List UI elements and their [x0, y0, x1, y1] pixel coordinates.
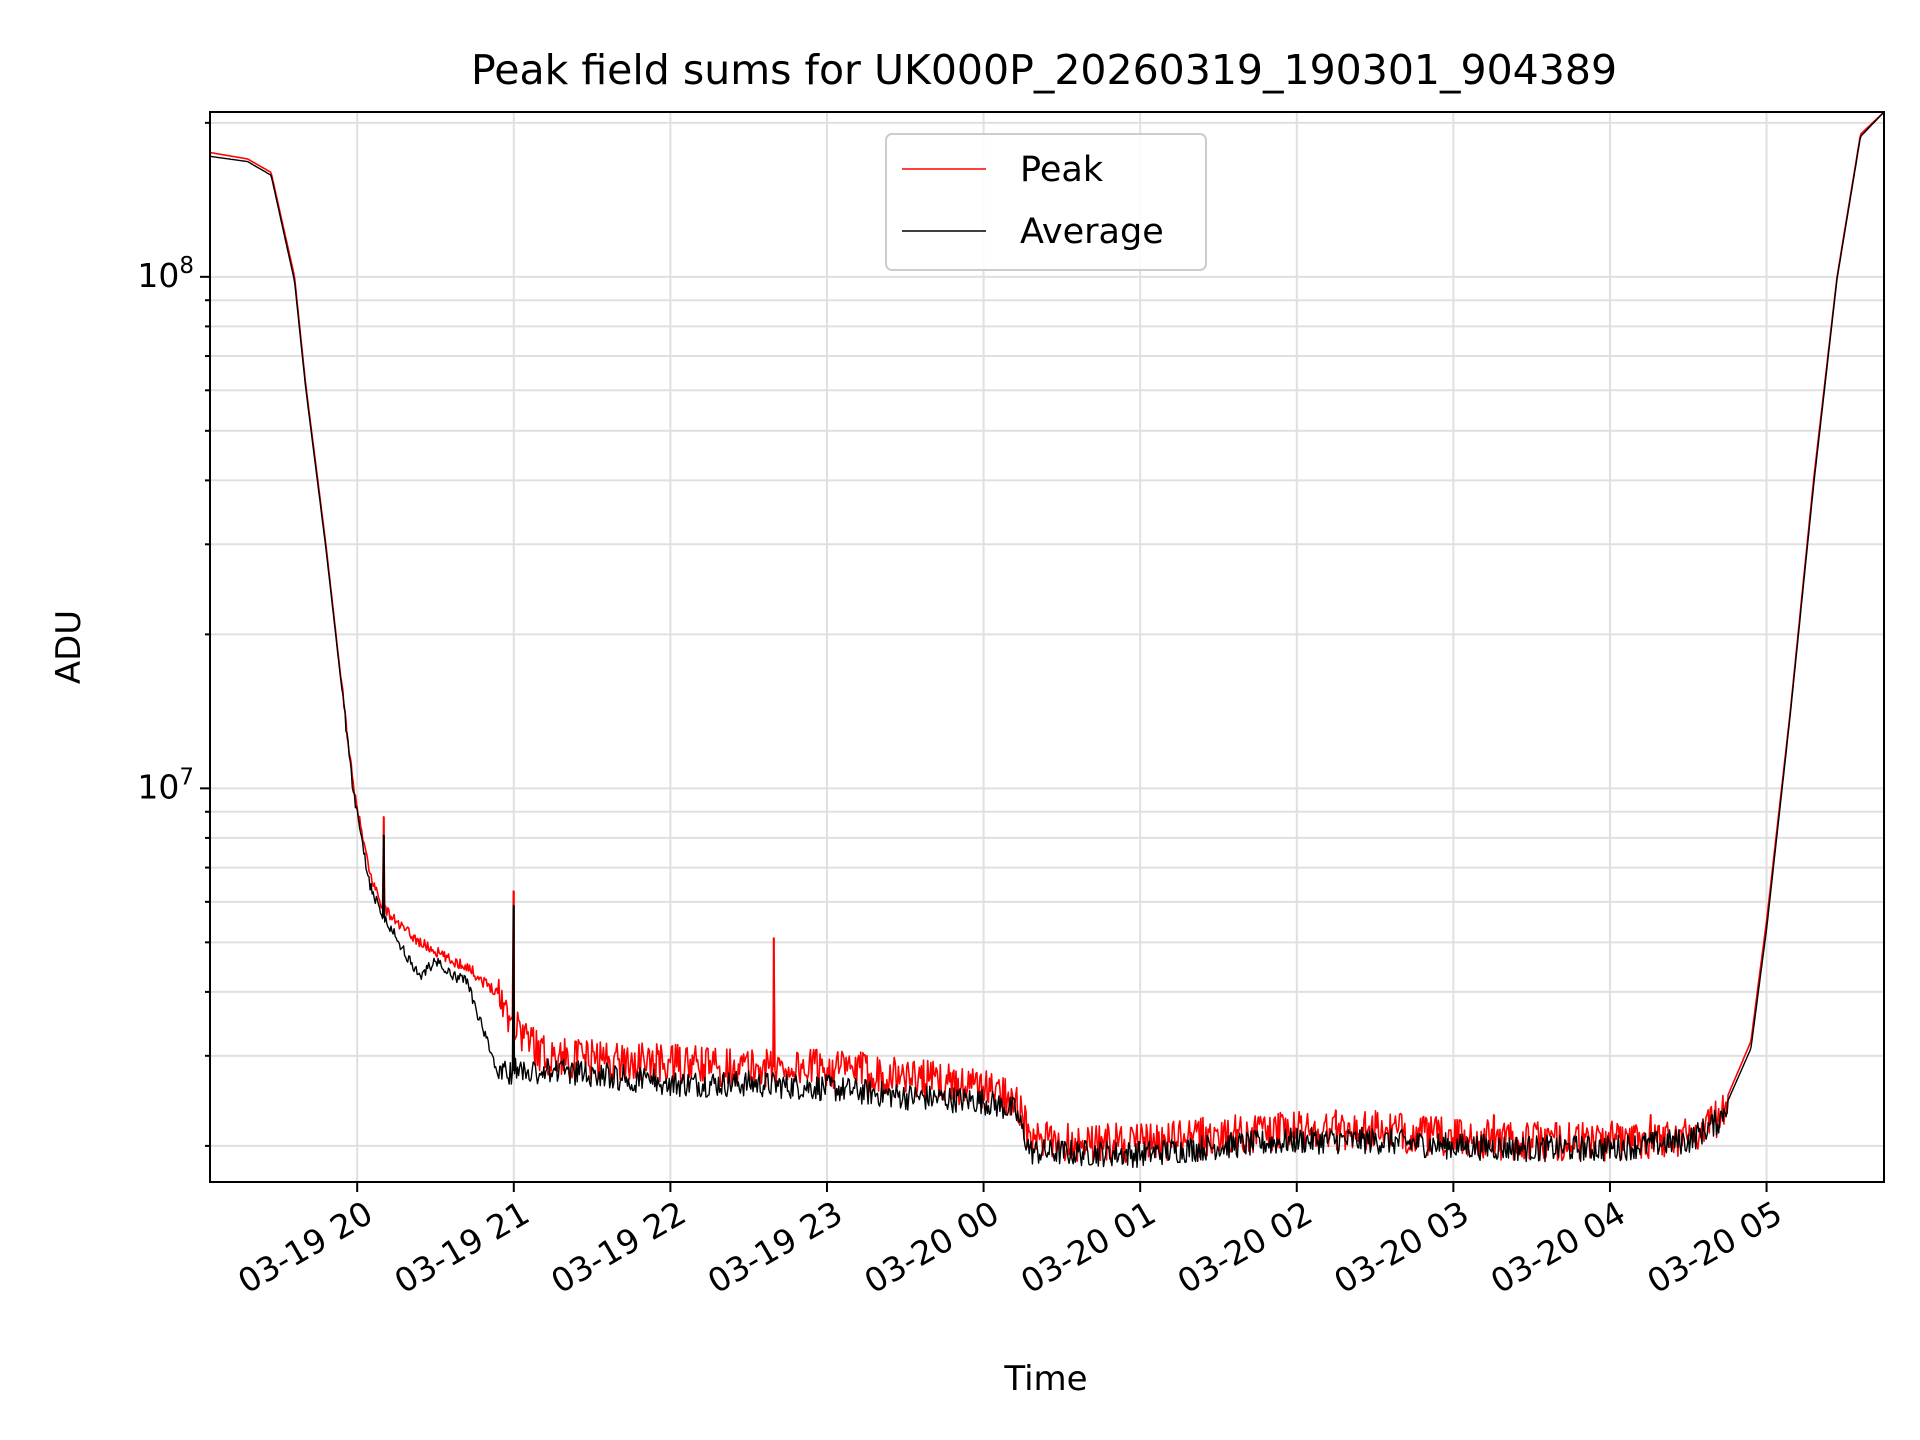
plot-area — [210, 112, 1884, 1168]
chart-title: Peak field sums for UK000P_20260319_1903… — [471, 46, 1617, 94]
plot-frame — [209, 111, 1885, 1183]
x-axis-label: Time — [1003, 1359, 1087, 1399]
legend-average-label: Average — [1020, 212, 1164, 252]
legend-box — [885, 133, 1207, 271]
y-tick-label: 108 — [137, 253, 194, 295]
series-line-average — [210, 112, 1884, 1168]
grid-lines — [210, 112, 1884, 1182]
y-axis-label: ADU — [49, 610, 89, 684]
y-tick-label: 107 — [137, 764, 194, 806]
y-axis: 107 108 — [137, 121, 210, 1147]
legend-peak-label: Peak — [1020, 150, 1104, 190]
legend: Peak Average — [885, 133, 1207, 271]
